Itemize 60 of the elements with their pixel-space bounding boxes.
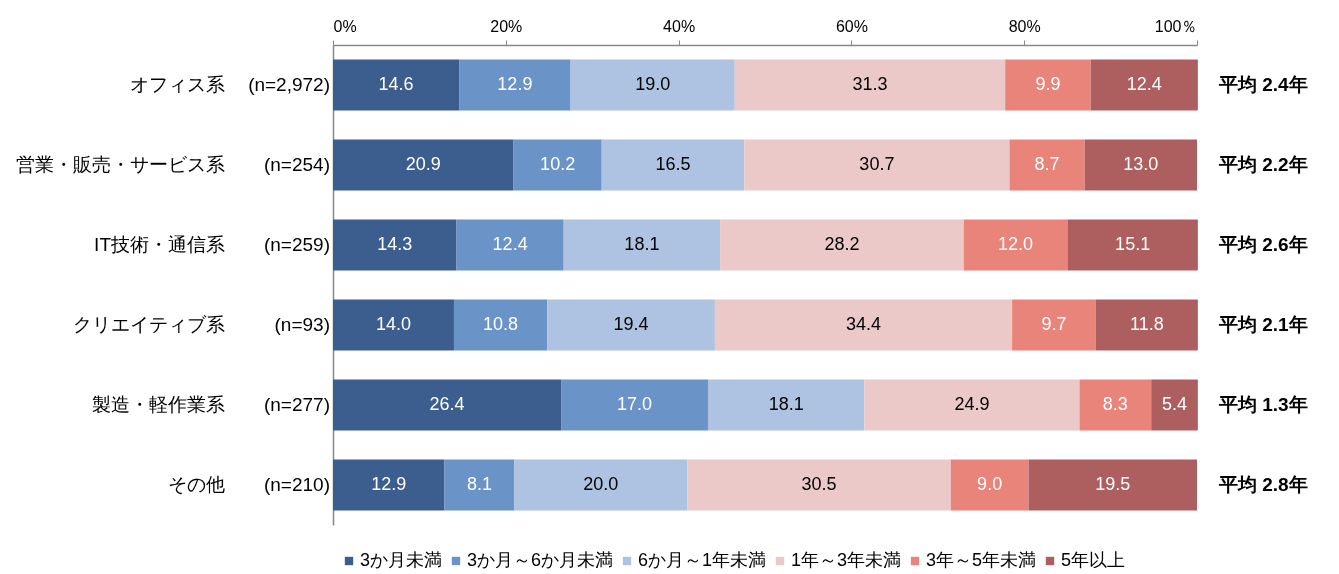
data-label: 19.5 <box>1095 474 1131 494</box>
legend-label: 3年～5年未満 <box>926 550 1037 570</box>
x-tick-label: 20% <box>490 17 523 35</box>
category-label: オフィス系 (n=2,972) <box>130 74 330 95</box>
category-label: クリエイティブ系 (n=93) <box>73 314 330 335</box>
data-label: 34.4 <box>845 314 882 334</box>
data-label: 20.0 <box>583 474 619 494</box>
data-label: 14.3 <box>377 234 413 254</box>
data-label: 12.4 <box>1126 74 1162 94</box>
legend-label: 3か月未満 <box>360 550 443 570</box>
legend-label: 3か月～6か月未満 <box>467 550 614 570</box>
data-label: 11.8 <box>1130 314 1164 334</box>
data-label: 9.7 <box>1041 314 1067 334</box>
data-label: 8.3 <box>1102 394 1128 414</box>
data-label: 12.4 <box>492 234 528 254</box>
data-label: 8.7 <box>1034 154 1060 174</box>
x-tick-label: 80% <box>1008 17 1041 35</box>
x-tick-label: 0% <box>333 17 357 35</box>
data-label: 10.2 <box>540 154 576 174</box>
x-tick-label: 100％ <box>1154 17 1198 35</box>
data-label: 20.9 <box>405 154 441 174</box>
text: 平均 2.8年 <box>1218 474 1308 495</box>
data-label: 12.0 <box>998 234 1034 254</box>
data-label: 9.0 <box>977 474 1003 494</box>
data-label: 26.4 <box>429 394 465 414</box>
data-label: 10.8 <box>483 314 519 334</box>
data-label: 13.0 <box>1123 154 1159 174</box>
data-label: 14.0 <box>375 314 411 334</box>
data-label: 5.4 <box>1162 394 1188 414</box>
category-label: 営業・販売・サービス系 (n=254) <box>16 154 330 175</box>
data-label: 17.0 <box>617 394 653 414</box>
data-label: 9.9 <box>1035 74 1061 94</box>
text: 平均 1.3年 <box>1218 394 1308 415</box>
legend-label: 1年～3年未満 <box>791 550 902 570</box>
text: 平均 2.6年 <box>1218 234 1308 255</box>
text: 平均 2.1年 <box>1218 314 1308 335</box>
x-tick-label: 60% <box>835 17 868 35</box>
data-label: 12.9 <box>371 474 407 494</box>
legend-label: 6か月～1年未満 <box>638 550 767 570</box>
data-label: 30.5 <box>801 474 837 494</box>
x-tick-label: 40% <box>663 17 696 35</box>
data-label: 24.9 <box>954 394 990 414</box>
text: 平均 2.2年 <box>1218 154 1308 175</box>
category-label: 製造・軽作業系 (n=277) <box>92 394 330 415</box>
data-label: 28.2 <box>824 234 860 254</box>
data-label: 18.1 <box>768 394 804 414</box>
data-label: 30.7 <box>859 154 895 174</box>
data-label: 19.4 <box>613 314 649 334</box>
data-label: 31.3 <box>852 74 888 94</box>
legend-label: 5年以上 <box>1061 550 1126 570</box>
data-label: 12.9 <box>497 74 533 94</box>
data-label: 15.1 <box>1115 234 1151 254</box>
data-label: 18.1 <box>624 234 660 254</box>
data-label: 8.1 <box>466 474 492 494</box>
category-label: IT技術・通信系 (n=259) <box>94 234 330 255</box>
data-label: 19.0 <box>635 74 671 94</box>
data-label: 16.5 <box>655 154 691 174</box>
text: 平均 2.4年 <box>1218 74 1308 95</box>
category-label: その他 (n=210) <box>168 474 330 495</box>
data-label: 14.6 <box>378 74 414 94</box>
